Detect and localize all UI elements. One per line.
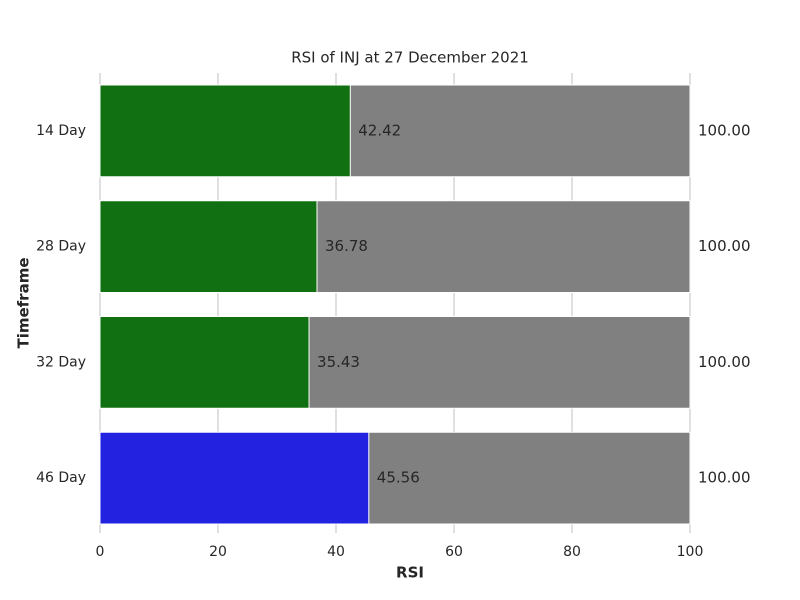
value-label: 100.00: [698, 353, 751, 371]
x-tick-label: 60: [445, 544, 463, 560]
bar: [99, 84, 351, 178]
x-tick-label: 80: [563, 544, 581, 560]
x-tick-label: 100: [677, 544, 704, 560]
y-axis-label: Timeframe: [15, 257, 33, 348]
bar: [99, 431, 370, 525]
x-tick-label: 20: [209, 544, 227, 560]
value-label: 42.42: [358, 121, 401, 139]
y-tick-label: 14 Day: [36, 123, 86, 139]
value-label: 45.56: [377, 469, 420, 487]
value-label: 35.43: [317, 353, 360, 371]
y-tick-label: 46 Day: [36, 470, 86, 486]
bar: [99, 316, 310, 409]
value-label: 100.00: [698, 237, 751, 255]
chart-title: RSI of INJ at 27 December 2021: [291, 49, 529, 67]
x-tick-label: 0: [96, 544, 105, 560]
x-tick-label: 40: [327, 544, 345, 560]
value-label: 36.78: [325, 237, 368, 255]
y-tick-label: 28 Day: [36, 239, 86, 255]
value-label: 100.00: [698, 121, 751, 139]
value-label: 100.00: [698, 469, 751, 487]
y-tick-label: 32 Day: [36, 354, 86, 370]
bar: [99, 200, 318, 293]
x-axis-label: RSI: [396, 564, 424, 582]
